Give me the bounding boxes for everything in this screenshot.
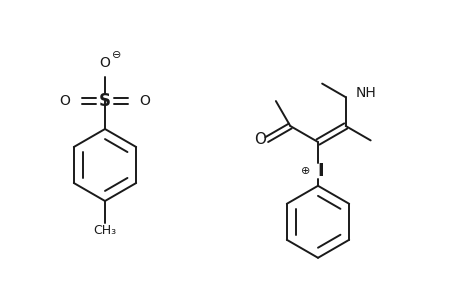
Text: I: I	[317, 162, 324, 180]
Text: ⊖: ⊖	[112, 50, 122, 60]
Text: O: O	[99, 56, 110, 70]
Text: S: S	[99, 92, 111, 110]
Text: ⊕: ⊕	[301, 166, 310, 176]
Text: NH: NH	[355, 86, 375, 100]
Text: O: O	[253, 132, 265, 147]
Text: CH₃: CH₃	[93, 224, 116, 238]
Text: O: O	[59, 94, 70, 108]
Text: O: O	[139, 94, 150, 108]
